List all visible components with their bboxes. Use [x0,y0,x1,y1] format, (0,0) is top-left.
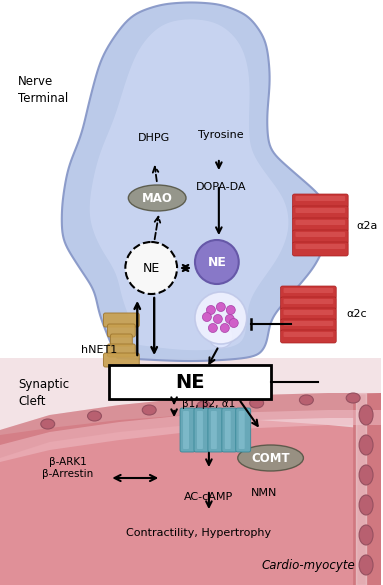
FancyBboxPatch shape [280,308,336,321]
FancyBboxPatch shape [295,208,345,213]
Ellipse shape [346,393,360,403]
Ellipse shape [359,555,373,575]
Circle shape [213,315,223,324]
FancyBboxPatch shape [180,408,195,452]
Polygon shape [0,358,381,435]
FancyBboxPatch shape [211,411,217,449]
Text: DOPA-DA: DOPA-DA [196,182,246,192]
Polygon shape [0,393,381,458]
Text: Nerve
Terminal: Nerve Terminal [18,75,68,105]
Ellipse shape [250,398,264,408]
Text: AC-cAMP: AC-cAMP [184,492,234,502]
FancyBboxPatch shape [183,411,189,449]
FancyBboxPatch shape [110,334,132,346]
Ellipse shape [197,401,211,411]
FancyBboxPatch shape [103,313,139,327]
Ellipse shape [359,495,373,515]
FancyBboxPatch shape [110,365,270,399]
Ellipse shape [128,185,186,211]
Text: NE: NE [208,256,226,269]
Polygon shape [353,393,381,585]
Text: β-ARK1
β-Arrestin: β-ARK1 β-Arrestin [42,457,93,479]
Circle shape [209,324,233,348]
Circle shape [203,312,211,322]
Text: hNET1: hNET1 [81,345,118,355]
Text: NMN: NMN [250,488,277,498]
FancyBboxPatch shape [239,411,245,449]
FancyBboxPatch shape [293,230,348,244]
Ellipse shape [238,445,303,471]
FancyBboxPatch shape [283,299,333,304]
FancyBboxPatch shape [280,330,336,343]
Circle shape [216,302,225,311]
Text: DHPG: DHPG [138,133,170,143]
Text: α2a: α2a [356,221,378,231]
Circle shape [195,292,247,344]
FancyBboxPatch shape [197,411,203,449]
FancyBboxPatch shape [295,232,345,237]
Text: MAO: MAO [142,191,173,205]
Polygon shape [0,393,381,585]
Circle shape [206,305,215,315]
FancyBboxPatch shape [283,310,333,315]
Text: Synaptic
Cleft: Synaptic Cleft [18,378,69,408]
FancyBboxPatch shape [108,324,135,337]
FancyBboxPatch shape [103,353,139,367]
Polygon shape [90,19,288,350]
Ellipse shape [142,405,156,415]
FancyBboxPatch shape [208,408,223,452]
FancyBboxPatch shape [283,332,333,337]
FancyBboxPatch shape [222,408,237,452]
Text: α2c: α2c [346,309,367,319]
Circle shape [125,242,177,294]
Circle shape [195,240,239,284]
Text: Contractility, Hypertrophy: Contractility, Hypertrophy [126,528,272,538]
Circle shape [226,305,235,315]
FancyBboxPatch shape [293,218,348,232]
Ellipse shape [359,525,373,545]
Text: Cardio-myocyte: Cardio-myocyte [262,559,355,572]
Text: Tyrosine: Tyrosine [198,130,244,140]
Ellipse shape [359,405,373,425]
Text: NE: NE [175,373,205,391]
Ellipse shape [359,435,373,455]
Circle shape [208,324,218,332]
Ellipse shape [359,465,373,485]
FancyBboxPatch shape [295,196,345,201]
Circle shape [225,315,234,324]
FancyBboxPatch shape [280,297,336,310]
FancyBboxPatch shape [108,344,135,357]
Text: NE: NE [142,261,160,274]
FancyBboxPatch shape [280,286,336,299]
FancyBboxPatch shape [293,242,348,256]
Ellipse shape [300,395,313,405]
FancyBboxPatch shape [293,194,348,208]
Polygon shape [62,2,329,361]
FancyBboxPatch shape [280,319,336,332]
Ellipse shape [88,411,101,421]
FancyBboxPatch shape [236,408,251,452]
FancyBboxPatch shape [283,321,333,326]
Circle shape [220,324,229,332]
FancyBboxPatch shape [283,288,333,293]
Ellipse shape [41,419,55,429]
FancyBboxPatch shape [293,206,348,220]
Circle shape [229,318,238,328]
Text: COMT: COMT [251,452,290,464]
FancyBboxPatch shape [295,220,345,225]
Text: β1, β2, α1: β1, β2, α1 [182,399,236,409]
Polygon shape [0,410,381,462]
FancyBboxPatch shape [194,408,209,452]
FancyBboxPatch shape [295,244,345,249]
FancyBboxPatch shape [225,411,231,449]
